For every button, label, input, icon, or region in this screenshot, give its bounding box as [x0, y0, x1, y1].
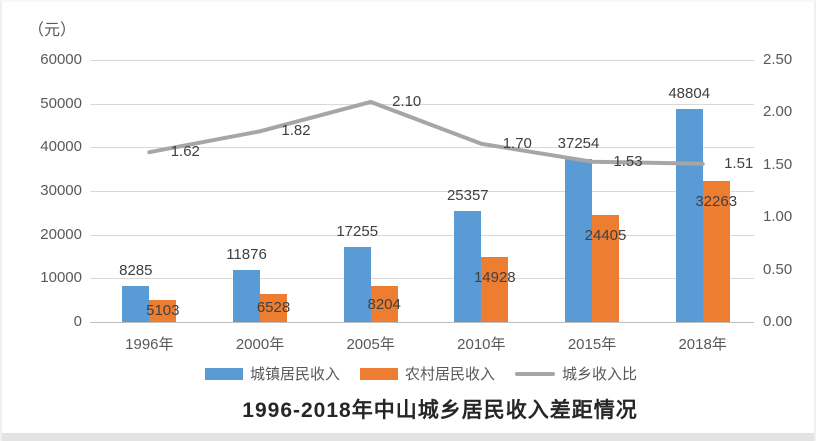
left-axis-tick: 50000 [40, 94, 82, 112]
urban-income-value-label: 37254 [557, 135, 600, 153]
right-axis-tick: 2.50 [763, 51, 793, 68]
frame-bottom-border [2, 433, 814, 441]
horizontal-gridline [90, 278, 754, 280]
legend-item-income-ratio: 城乡收入比 [515, 363, 637, 384]
rural-income-value-label: 8204 [367, 295, 401, 313]
right-axis-tick: 1.00 [763, 208, 793, 226]
right-axis-tick: 2.00 [763, 103, 793, 121]
right-axis-tick: 1.50 [763, 155, 793, 173]
legend: 城镇居民收入 农村居民收入 城乡收入比 [2, 363, 814, 384]
left-axis-tick: 60000 [40, 51, 82, 68]
urban-income-value-label: 48804 [668, 84, 711, 102]
x-axis-category-label: 2018年 [678, 336, 727, 353]
urban-income-value-label: 25357 [446, 187, 489, 205]
income-ratio-value-label: 1.62 [170, 143, 200, 161]
bar-rural-income [481, 256, 509, 322]
legend-label-urban-income: 城镇居民收入 [249, 366, 340, 383]
urban-income-swatch [204, 367, 243, 380]
horizontal-gridline [90, 60, 754, 61]
bar-urban-income [233, 270, 260, 322]
bar-rural-income [260, 293, 287, 322]
legend-label-income-ratio: 城乡收入比 [562, 366, 638, 383]
horizontal-gridline [90, 191, 754, 192]
right-axis-tick: 0.50 [763, 260, 793, 278]
bar-rural-income [149, 299, 177, 322]
left-axis-tick: 40000 [40, 138, 82, 156]
income-ratio-value-label: 1.82 [281, 122, 311, 140]
bar-rural-income [370, 286, 398, 322]
bar-urban-income [454, 211, 482, 322]
income-ratio-value-label: 1.51 [724, 154, 754, 172]
income-ratio-value-label: 1.53 [613, 152, 643, 170]
left-axis-tick: 30000 [40, 182, 82, 199]
urban-income-value-label: 8285 [119, 261, 153, 279]
bar-rural-income [702, 181, 730, 322]
left-axis-tick: 0 [73, 313, 82, 330]
rural-income-value-label: 5103 [146, 302, 180, 320]
rural-income-value-label: 14928 [473, 268, 516, 286]
legend-label-rural-income: 农村居民收入 [404, 366, 495, 383]
chart-title: 1996-2018年中山城乡居民收入差距情况 [242, 399, 638, 422]
bar-urban-income [343, 246, 371, 322]
income-ratio-line-swatch [515, 371, 555, 376]
bar-urban-income [675, 108, 703, 322]
bar-urban-income [565, 159, 592, 322]
left-axis-unit-label: （元） [28, 22, 77, 39]
x-axis-line [90, 322, 754, 323]
x-axis-category-label: 2000年 [235, 336, 285, 353]
rural-income-value-label: 24405 [584, 227, 627, 245]
bar-rural-income [592, 215, 619, 322]
x-axis-category-label: 2010年 [457, 336, 506, 353]
rural-income-value-label: 32263 [695, 193, 738, 211]
rural-income-swatch [359, 367, 398, 380]
bar-urban-income [122, 285, 150, 322]
rural-income-value-label: 6528 [256, 299, 291, 317]
income-ratio-value-label: 1.70 [502, 134, 532, 152]
legend-item-urban-income: 城镇居民收入 [204, 363, 340, 384]
income-ratio-value-label: 2.10 [392, 92, 422, 110]
horizontal-gridline [90, 234, 754, 236]
left-axis-tick: 20000 [40, 225, 82, 243]
left-axis-tick: 10000 [40, 269, 82, 287]
x-axis-category-label: 2015年 [567, 336, 617, 353]
x-axis-category-label: 1996年 [125, 336, 174, 353]
right-axis-tick: 0.00 [763, 313, 793, 330]
x-axis-category-label: 2005年 [346, 336, 395, 353]
urban-income-value-label: 17255 [336, 222, 379, 240]
legend-item-rural-income: 农村居民收入 [359, 363, 495, 384]
urban-income-value-label: 11876 [226, 246, 267, 264]
